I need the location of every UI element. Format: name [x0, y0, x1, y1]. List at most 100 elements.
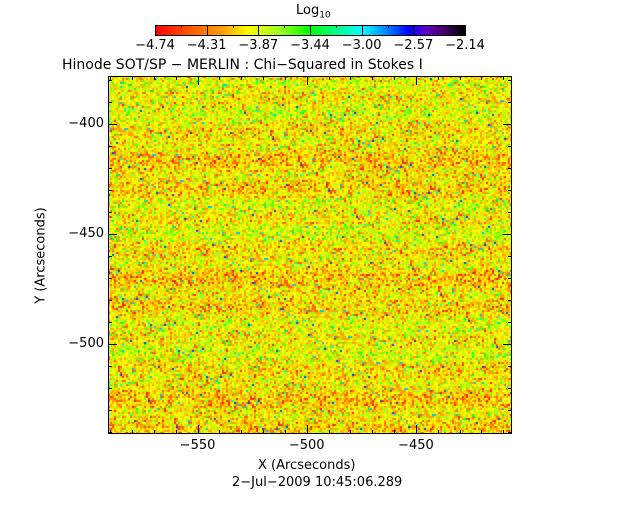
y-minor-tick [508, 80, 512, 82]
colorbar-title-subscript: 10 [319, 10, 331, 21]
x-minor-tick [241, 430, 243, 434]
y-tick-mark [503, 343, 512, 345]
y-minor-tick [108, 256, 112, 258]
y-minor-tick [508, 321, 512, 323]
plot-frame [108, 76, 512, 434]
x-minor-tick [437, 430, 439, 434]
y-minor-tick [508, 343, 512, 345]
chart-title: Hinode SOT/SP − MERLIN : Chi−Squared in … [62, 57, 423, 73]
colorbar-tick-mark [155, 25, 156, 36]
colorbar-tick-label: −2.14 [445, 38, 485, 53]
y-minor-tick [108, 102, 112, 104]
y-minor-tick [508, 124, 512, 126]
y-tick-mark [108, 234, 117, 236]
colorbar-tick-mark [310, 25, 311, 36]
x-minor-tick [284, 76, 286, 80]
x-tick-mark [197, 76, 199, 85]
y-tick-mark [108, 343, 117, 345]
colorbar-tick-mark [206, 25, 208, 36]
y-minor-tick [108, 234, 112, 236]
x-minor-tick [197, 430, 199, 434]
x-minor-tick [153, 430, 155, 434]
y-minor-tick [508, 212, 512, 214]
colorbar-tick-mark [180, 25, 182, 28]
y-minor-tick [508, 256, 512, 258]
x-minor-tick [175, 430, 177, 434]
timestamp: 2−Jul−2009 10:45:06.289 [232, 475, 403, 490]
y-tick-mark [503, 124, 512, 126]
x-minor-tick [459, 76, 461, 80]
y-minor-tick [508, 300, 512, 302]
x-minor-tick [110, 76, 112, 80]
y-minor-tick [508, 365, 512, 367]
y-tick-label: −500 [68, 335, 104, 351]
y-minor-tick [508, 431, 512, 433]
colorbar-tick-mark [258, 25, 260, 36]
x-tick-mark [197, 425, 199, 434]
y-minor-tick [108, 387, 112, 389]
y-minor-tick [108, 190, 112, 192]
x-minor-tick [263, 76, 265, 80]
x-minor-tick [394, 430, 396, 434]
colorbar-tick-mark [232, 25, 234, 28]
y-minor-tick [108, 321, 112, 323]
x-minor-tick [263, 430, 265, 434]
x-minor-tick [481, 430, 483, 434]
x-minor-tick [372, 430, 374, 434]
x-minor-tick [372, 76, 374, 80]
y-minor-tick [108, 146, 112, 148]
y-minor-tick [508, 278, 512, 280]
x-minor-tick [394, 76, 396, 80]
x-minor-tick [284, 430, 286, 434]
colorbar-title: Log10 [296, 3, 331, 21]
colorbar-tick-mark [335, 25, 337, 28]
y-minor-tick [508, 409, 512, 411]
x-tick-mark [415, 425, 417, 434]
y-minor-tick [508, 168, 512, 170]
x-minor-tick [197, 76, 199, 80]
colorbar-tick-mark [361, 25, 363, 36]
y-axis-label: Y (Arcseconds) [33, 207, 49, 304]
x-minor-tick [153, 76, 155, 80]
x-tick-label: −450 [398, 438, 434, 453]
colorbar-tick-mark [413, 25, 415, 36]
y-minor-tick [508, 102, 512, 104]
y-minor-tick [508, 190, 512, 192]
x-minor-tick [459, 430, 461, 434]
colorbar-tick-label: −3.00 [341, 38, 382, 53]
y-tick-label: −450 [68, 226, 104, 242]
heatmap-area [108, 76, 512, 434]
colorbar-tick-label: −4.31 [186, 38, 227, 53]
y-minor-tick [508, 234, 512, 236]
colorbar-title-text: Log [296, 3, 320, 18]
x-minor-tick [415, 430, 417, 434]
x-minor-tick [437, 76, 439, 80]
x-minor-tick [503, 430, 505, 434]
colorbar-tick-label: −3.44 [290, 38, 330, 53]
x-minor-tick [306, 76, 308, 80]
x-tick-mark [415, 76, 417, 85]
colorbar-tick-mark [284, 25, 286, 28]
y-minor-tick [108, 409, 112, 411]
x-axis-label: X (Arcseconds) [258, 458, 356, 473]
x-minor-tick [306, 430, 308, 434]
colorbar-tick-mark [387, 25, 389, 28]
x-tick-mark [306, 425, 308, 434]
y-tick-mark [503, 234, 512, 236]
y-tick-label: −400 [68, 116, 104, 132]
x-minor-tick [132, 430, 134, 434]
x-tick-label: −550 [179, 438, 216, 453]
y-minor-tick [108, 431, 112, 433]
x-minor-tick [328, 430, 330, 434]
y-minor-tick [508, 146, 512, 148]
x-minor-tick [328, 76, 330, 80]
x-minor-tick [350, 430, 352, 434]
y-tick-mark [108, 124, 117, 126]
y-minor-tick [108, 124, 112, 126]
y-minor-tick [108, 343, 112, 345]
colorbar-tick-label: −2.57 [393, 38, 434, 53]
x-minor-tick [219, 430, 221, 434]
x-minor-tick [175, 76, 177, 80]
y-minor-tick [108, 365, 112, 367]
colorbar-tick-label: −3.87 [238, 38, 279, 53]
